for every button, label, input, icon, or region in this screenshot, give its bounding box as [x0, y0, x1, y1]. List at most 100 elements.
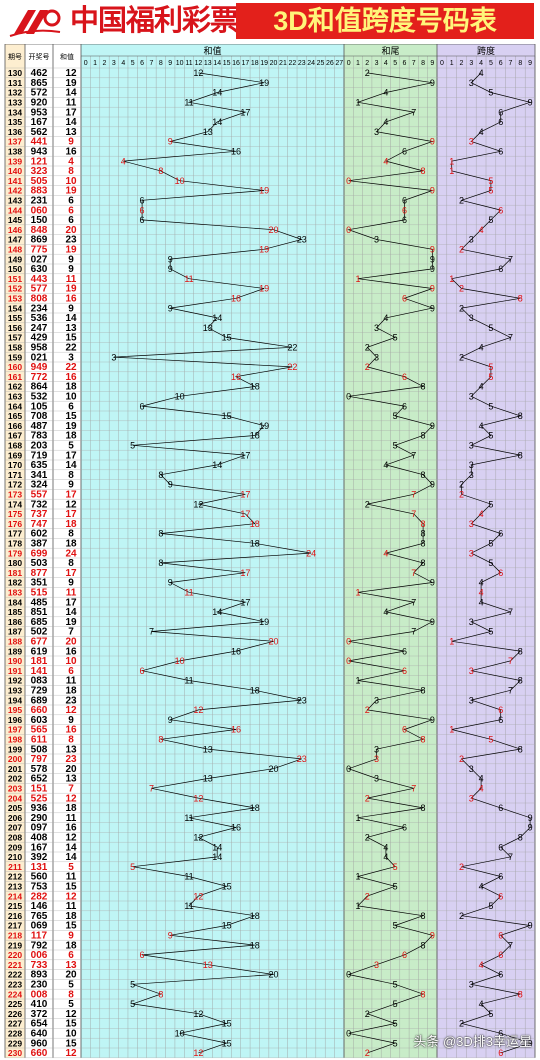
draw-number-cell: 732	[31, 499, 48, 510]
span-axis-tick: 3	[469, 60, 473, 67]
tail-point-label: 9	[430, 578, 435, 588]
sum-axis-tick: 26	[326, 60, 334, 67]
tail-point-label: 0	[346, 764, 351, 774]
sum-point-label: 17	[240, 568, 250, 578]
span-point-label: 6	[498, 705, 503, 715]
sum-axis-tick: 16	[232, 60, 240, 67]
draw-number-cell: 557	[31, 490, 48, 501]
span-point-label: 7	[508, 333, 513, 343]
sum-axis-tick: 4	[121, 60, 125, 67]
sum-value-cell: 15	[65, 921, 77, 932]
tail-point-label: 8	[421, 735, 426, 745]
span-point-label: 4	[479, 999, 484, 1009]
tail-axis-tick: 2	[365, 60, 369, 67]
span-point-label: 3	[469, 980, 474, 990]
sum-value-cell: 5	[68, 862, 74, 873]
tail-point-label: 3	[374, 323, 379, 333]
span-point-label: 9	[528, 813, 533, 823]
tail-point-label: 0	[346, 392, 351, 402]
tail-point-label: 4	[383, 852, 388, 862]
sum-point-label: 13	[203, 774, 213, 784]
sum-value-cell: 15	[65, 1019, 77, 1030]
span-point-label: 3	[469, 519, 474, 529]
tail-point-label: 3	[374, 960, 379, 970]
issue-cell: 216	[8, 911, 22, 921]
sum-value-cell: 11	[66, 588, 77, 599]
sum-point-label: 12	[193, 705, 203, 715]
tail-point-label: 6	[402, 666, 407, 676]
sum-point-label: 19	[259, 245, 269, 255]
draw-number-cell: 652	[31, 774, 48, 785]
draw-number-cell: 765	[31, 911, 48, 922]
sum-value-cell: 18	[65, 803, 77, 814]
header: 中国福利彩票 3D和值跨度号码表	[0, 0, 540, 44]
sum-value-cell: 20	[65, 970, 77, 981]
sum-point-label: 5	[130, 999, 135, 1009]
tail-point-label: 5	[393, 999, 398, 1009]
issue-cell: 215	[8, 901, 22, 911]
tail-point-label: 7	[411, 568, 416, 578]
sum-axis-tick: 17	[241, 60, 249, 67]
span-point-label: 6	[498, 1048, 503, 1058]
header-span-chart: 跨度	[477, 45, 495, 56]
span-point-label: 2	[459, 911, 464, 921]
sum-value-cell: 3	[68, 352, 74, 363]
sum-value-cell: 12	[65, 833, 77, 844]
span-point-label: 4	[479, 597, 484, 607]
issue-cell: 218	[8, 931, 22, 941]
sum-value-cell: 17	[65, 597, 77, 608]
sum-value-cell: 19	[65, 78, 77, 89]
issue-cell: 191	[8, 666, 22, 676]
sum-value-cell: 18	[65, 686, 77, 697]
sum-value-cell: 19	[65, 186, 77, 197]
sum-point-label: 18	[250, 911, 260, 921]
issue-cell: 207	[8, 823, 22, 833]
sum-point-label: 16	[231, 646, 241, 656]
draw-column-bg	[25, 44, 53, 1058]
issue-cell: 145	[8, 215, 22, 225]
tail-point-label: 9	[430, 480, 435, 490]
tail-point-label: 7	[411, 490, 416, 500]
tail-point-label: 0	[346, 637, 351, 647]
draw-number-cell: 151	[31, 784, 48, 795]
sum-value-cell: 11	[66, 813, 77, 824]
issue-cell: 169	[8, 450, 22, 460]
span-point-label: 8	[518, 294, 523, 304]
draw-number-cell: 893	[31, 970, 48, 981]
draw-number-cell: 619	[31, 646, 48, 657]
header-tail-chart: 和尾	[381, 46, 399, 56]
draw-number-cell: 503	[31, 558, 48, 569]
draw-number-cell: 611	[31, 735, 48, 746]
sum-value-cell: 13	[65, 744, 77, 755]
sum-value-cell: 9	[68, 137, 74, 148]
span-axis-tick: 1	[450, 60, 454, 67]
sum-value-cell: 16	[65, 294, 77, 305]
sum-point-label: 11	[184, 872, 193, 882]
draw-number-cell: 792	[31, 940, 48, 951]
sum-value-cell: 14	[65, 842, 77, 853]
tail-point-label: 4	[383, 313, 388, 323]
issue-cell: 205	[8, 803, 22, 813]
tail-point-label: 9	[430, 264, 435, 274]
sum-axis-tick: 19	[260, 60, 268, 67]
tail-point-label: 5	[393, 921, 398, 931]
draw-number-cell: 006	[31, 950, 48, 961]
issue-cell: 220	[8, 950, 22, 960]
sum-value-cell: 6	[68, 401, 74, 412]
sum-point-label: 15	[222, 333, 232, 343]
sum-value-cell: 14	[65, 313, 77, 324]
sum-point-label: 10	[175, 176, 185, 186]
tail-point-label: 0	[346, 176, 351, 186]
sum-value-cell: 9	[68, 578, 74, 589]
sum-value-cell: 9	[68, 480, 74, 491]
sum-point-label: 23	[297, 695, 307, 705]
tail-point-label: 8	[421, 519, 426, 529]
draw-number-cell: 525	[31, 793, 48, 804]
sum-value-cell: 5	[68, 999, 74, 1010]
issue-cell: 166	[8, 421, 22, 431]
issue-cell: 202	[8, 774, 22, 784]
draw-number-cell: 324	[31, 480, 48, 491]
sum-value-cell: 10	[65, 176, 77, 187]
draw-number-cell: 146	[31, 901, 48, 912]
sum-axis-tick: 21	[279, 60, 287, 67]
